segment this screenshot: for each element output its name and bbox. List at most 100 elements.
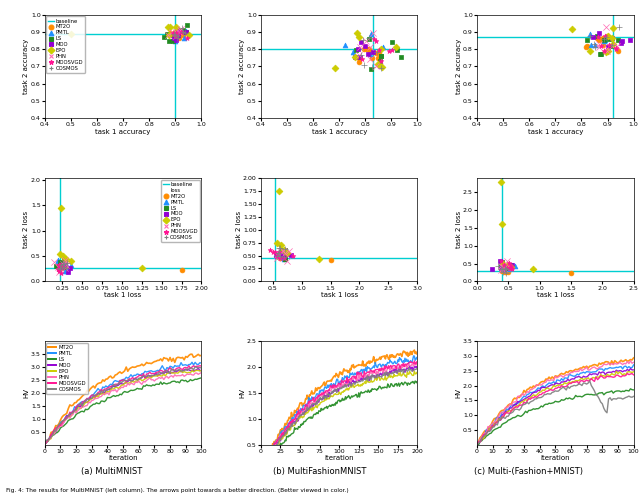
X-axis label: task 1 loss: task 1 loss <box>537 292 574 298</box>
Point <box>376 63 387 71</box>
Point <box>505 264 515 272</box>
Point <box>611 44 621 52</box>
Point <box>279 249 289 257</box>
Point <box>365 50 376 58</box>
Point <box>55 262 65 270</box>
Point <box>182 21 193 29</box>
Point <box>276 248 286 256</box>
Point <box>171 33 181 41</box>
Point <box>496 257 506 265</box>
Point <box>56 263 66 271</box>
Point <box>355 33 365 41</box>
Point <box>57 262 67 270</box>
Point <box>273 249 284 257</box>
Point <box>275 250 285 258</box>
Point <box>378 43 388 51</box>
X-axis label: task 1 accuracy: task 1 accuracy <box>95 129 151 135</box>
Point <box>173 31 183 39</box>
Point <box>600 36 611 43</box>
Point <box>599 36 609 43</box>
Point <box>612 42 622 50</box>
Point <box>171 32 181 40</box>
Point <box>278 253 288 261</box>
Point <box>566 269 576 277</box>
Point <box>274 249 284 257</box>
Y-axis label: HV: HV <box>24 388 29 398</box>
Point <box>172 31 182 39</box>
Point <box>274 248 284 256</box>
Point <box>55 249 65 257</box>
Point <box>271 251 282 259</box>
Point <box>62 267 72 275</box>
Point <box>614 23 624 31</box>
Point <box>601 34 611 41</box>
Point <box>275 253 285 261</box>
Point <box>372 60 383 68</box>
Point <box>172 31 182 39</box>
Point <box>282 257 292 265</box>
Point <box>169 29 179 37</box>
Point <box>170 30 180 38</box>
Point <box>371 37 381 45</box>
X-axis label: iteration: iteration <box>541 455 570 461</box>
Point <box>602 32 612 40</box>
Point <box>180 28 191 36</box>
Point <box>61 260 71 268</box>
Text: (c) Multi-(Fashion+MNIST): (c) Multi-(Fashion+MNIST) <box>474 467 582 476</box>
Point <box>503 268 513 276</box>
Point <box>280 246 290 253</box>
Point <box>586 41 596 48</box>
Point <box>279 255 289 263</box>
Point <box>607 41 617 49</box>
Point <box>288 252 298 260</box>
Point <box>66 30 76 38</box>
Point <box>340 41 350 49</box>
Point <box>365 48 375 56</box>
Point <box>367 54 377 62</box>
Point <box>272 239 282 247</box>
Point <box>272 254 282 262</box>
Point <box>275 250 285 258</box>
Point <box>497 260 507 268</box>
Point <box>500 269 511 277</box>
Point <box>604 41 614 49</box>
Y-axis label: task 2 loss: task 2 loss <box>236 211 241 248</box>
Point <box>163 31 173 39</box>
Point <box>495 257 505 265</box>
Point <box>365 43 375 51</box>
Point <box>594 41 604 48</box>
Point <box>171 28 181 36</box>
Point <box>502 263 512 271</box>
Point <box>503 261 513 269</box>
Point <box>279 253 289 261</box>
Point <box>54 261 65 269</box>
Point <box>171 23 181 31</box>
Point <box>58 260 68 268</box>
Legend: MT2O, PMTL, LS, MOO, EPO, PHN, MOOSVGD, COSMOS: MT2O, PMTL, LS, MOO, EPO, PHN, MOOSVGD, … <box>46 343 88 394</box>
Point <box>497 265 508 273</box>
Point <box>506 262 516 270</box>
Point <box>364 35 374 42</box>
Point <box>56 262 67 270</box>
Y-axis label: task 2 loss: task 2 loss <box>456 211 461 248</box>
Point <box>376 44 386 52</box>
Point <box>387 38 397 46</box>
Point <box>369 35 380 43</box>
Point <box>351 46 361 54</box>
Point <box>265 246 275 254</box>
Point <box>172 29 182 37</box>
Point <box>54 263 65 271</box>
Point <box>60 259 70 267</box>
Point <box>500 263 511 271</box>
Point <box>392 46 402 54</box>
Point <box>286 251 296 259</box>
Point <box>56 204 67 212</box>
Point <box>396 53 406 61</box>
Point <box>60 264 70 272</box>
Point <box>277 250 287 258</box>
Point <box>500 262 510 270</box>
X-axis label: task 1 loss: task 1 loss <box>321 292 358 298</box>
Point <box>170 30 180 38</box>
Point <box>56 258 66 266</box>
Point <box>56 269 66 277</box>
